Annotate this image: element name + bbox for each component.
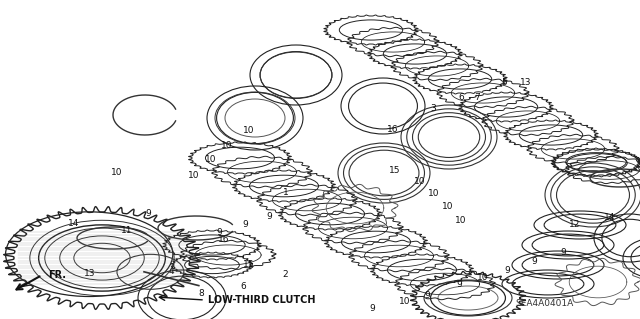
- Text: 9: 9: [243, 220, 248, 229]
- Text: 11: 11: [121, 226, 132, 235]
- Text: FR.: FR.: [48, 270, 66, 280]
- Text: 15: 15: [243, 260, 254, 269]
- Text: 14: 14: [68, 219, 79, 228]
- Text: 8: 8: [199, 289, 204, 298]
- Text: 10: 10: [205, 155, 217, 164]
- Text: 9: 9: [424, 291, 429, 300]
- Text: 3: 3: [431, 104, 436, 113]
- Text: 2: 2: [282, 271, 287, 279]
- Text: 13: 13: [520, 78, 532, 87]
- Text: 12: 12: [569, 220, 580, 229]
- Text: 4: 4: [169, 267, 174, 276]
- Text: 9: 9: [146, 209, 151, 218]
- Text: 16: 16: [218, 235, 230, 244]
- Text: 10: 10: [428, 189, 440, 198]
- Text: 10: 10: [188, 171, 199, 180]
- Text: 10: 10: [399, 297, 410, 306]
- Text: 1: 1: [284, 188, 289, 197]
- Text: 10: 10: [221, 141, 233, 150]
- Text: 16: 16: [387, 125, 398, 134]
- Text: LOW-THIRD CLUTCH: LOW-THIRD CLUTCH: [208, 295, 316, 305]
- Text: 9: 9: [457, 280, 462, 289]
- Text: 10: 10: [477, 273, 489, 282]
- Text: 9: 9: [561, 248, 566, 257]
- Text: 10: 10: [455, 216, 467, 225]
- Text: 5: 5: [502, 78, 507, 87]
- Text: 9: 9: [266, 212, 271, 221]
- Text: 10: 10: [442, 202, 454, 211]
- Text: SEA4A0401A: SEA4A0401A: [516, 300, 574, 308]
- Text: 13: 13: [84, 269, 95, 278]
- Text: 14: 14: [604, 213, 615, 222]
- Text: 9: 9: [532, 257, 537, 266]
- Text: 7: 7: [474, 93, 479, 102]
- Text: 10: 10: [243, 126, 254, 135]
- Text: 9: 9: [370, 304, 375, 313]
- Text: 9: 9: [216, 228, 221, 237]
- Text: 6: 6: [241, 282, 246, 291]
- Text: 9: 9: [505, 266, 510, 275]
- Text: 6: 6: [458, 93, 463, 102]
- Text: 10: 10: [414, 177, 426, 186]
- Text: 15: 15: [389, 166, 401, 175]
- Text: 10: 10: [111, 168, 123, 177]
